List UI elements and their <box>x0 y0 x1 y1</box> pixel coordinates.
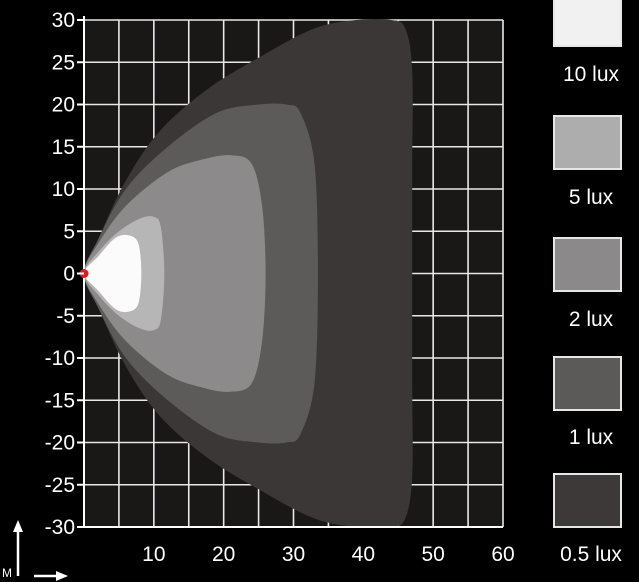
y-tick-label: 10 <box>52 178 75 201</box>
y-tick-label: -10 <box>45 347 75 370</box>
axis-direction-arrows-icon <box>13 520 68 581</box>
y-tick-label: -30 <box>45 516 75 539</box>
legend-label: 2 lux <box>568 308 614 331</box>
contour-2-lux <box>84 155 266 392</box>
x-tick-label: 50 <box>421 543 444 566</box>
y-tick-label: -15 <box>45 389 75 412</box>
legend-label: 1 lux <box>568 426 614 449</box>
legend: 10 lux 5 lux 2 lux 1 lux 0.5 lux <box>548 0 639 582</box>
y-tick-label: 30 <box>52 9 75 32</box>
legend-swatch <box>553 0 622 47</box>
plot-area <box>79 16 504 529</box>
y-tick-label: 25 <box>52 51 75 74</box>
legend-label: 5 lux <box>568 186 614 209</box>
x-tick-label: 20 <box>212 543 235 566</box>
contour-10-lux <box>84 234 142 313</box>
y-tick-label: -20 <box>45 432 75 455</box>
y-tick-label: 20 <box>52 94 75 117</box>
legend-swatch <box>553 237 622 292</box>
x-tick-label: 30 <box>282 543 305 566</box>
y-tick-label: 0 <box>63 263 75 286</box>
y-tick-label: 15 <box>52 136 75 159</box>
legend-swatch <box>553 115 622 170</box>
legend-swatch <box>553 473 622 528</box>
legend-label: 10 lux <box>562 63 620 86</box>
y-tick-label: -5 <box>56 305 75 328</box>
unit-label: M <box>2 566 12 580</box>
x-tick-label: 40 <box>352 543 375 566</box>
legend-swatch <box>553 356 622 411</box>
legend-label: 0.5 lux <box>560 543 622 566</box>
y-tick-label: -25 <box>45 474 75 497</box>
x-tick-label: 10 <box>142 543 165 566</box>
x-tick-label: 60 <box>491 543 514 566</box>
y-tick-label: 5 <box>63 220 75 243</box>
